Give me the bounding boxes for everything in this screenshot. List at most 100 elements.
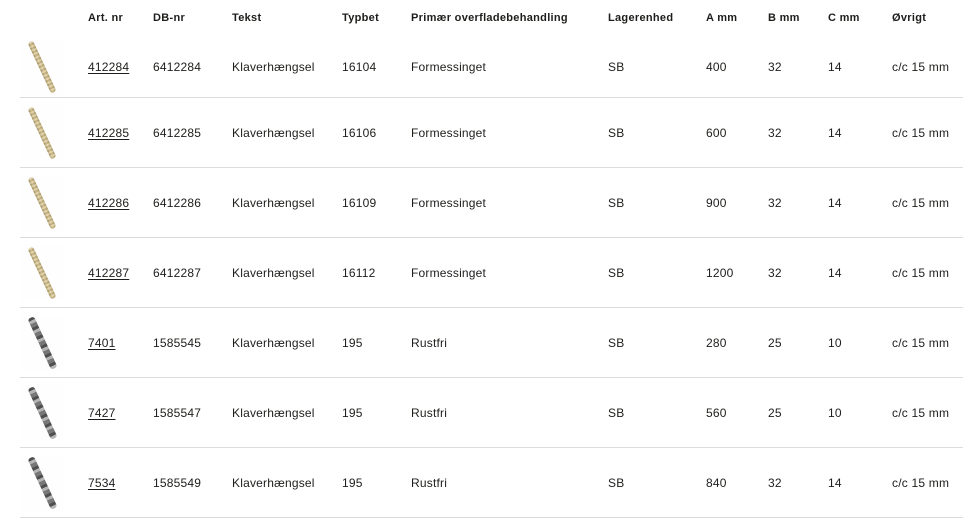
- b-mm-cell: 32: [768, 475, 782, 490]
- c-mm-cell: 14: [828, 195, 842, 210]
- product-thumbnail[interactable]: [20, 448, 88, 517]
- overflade-cell: Formessinget: [411, 265, 487, 280]
- piano-hinge-image: [27, 175, 57, 230]
- db-nr-cell: 6412287: [153, 265, 202, 280]
- product-thumbnail[interactable]: [20, 98, 88, 167]
- product-thumbnail[interactable]: [20, 378, 88, 447]
- product-thumbnail[interactable]: [20, 308, 88, 377]
- product-thumbnail[interactable]: [20, 238, 88, 307]
- overflade-cell: Rustfri: [411, 335, 448, 350]
- a-mm-cell: 840: [706, 475, 727, 490]
- ovrigt-cell: c/c 15 mm: [892, 335, 950, 350]
- b-mm-cell: 32: [768, 125, 782, 140]
- lagerenhed-cell: SB: [608, 59, 625, 74]
- ovrigt-cell: c/c 15 mm: [892, 475, 950, 490]
- db-nr-cell: 1585545: [153, 335, 202, 350]
- tekst-cell: Klaverhængsel: [232, 195, 315, 210]
- art-nr-link[interactable]: 7401: [88, 335, 116, 350]
- db-nr-cell: 6412286: [153, 195, 202, 210]
- typbet-cell: 195: [342, 405, 363, 420]
- a-mm-cell: 280: [706, 335, 727, 350]
- table-row: 7401 1585545 Klaverhængsel 195 Rustfri S…: [20, 308, 963, 378]
- product-table: Art. nr DB-nr Tekst Typbet Primær overfl…: [20, 0, 963, 518]
- art-nr-cell: 7427: [88, 406, 153, 420]
- table-row: 7534 1585549 Klaverhængsel 195 Rustfri S…: [20, 448, 963, 518]
- lagerenhed-cell: SB: [608, 125, 625, 140]
- piano-hinge-image: [27, 105, 57, 160]
- db-nr-cell: 6412284: [153, 59, 202, 74]
- table-row: 412286 6412286 Klaverhængsel 16109 Forme…: [20, 168, 963, 238]
- ovrigt-cell: c/c 15 mm: [892, 59, 950, 74]
- ovrigt-cell: c/c 15 mm: [892, 265, 950, 280]
- c-mm-cell: 14: [828, 125, 842, 140]
- typbet-cell: 16112: [342, 265, 376, 280]
- overflade-cell: Formessinget: [411, 59, 487, 74]
- typbet-cell: 195: [342, 335, 363, 350]
- art-nr-link[interactable]: 412284: [88, 59, 130, 74]
- product-image-frame: [20, 454, 64, 511]
- art-nr-cell: 412287: [88, 266, 153, 280]
- art-nr-link[interactable]: 412287: [88, 265, 130, 280]
- column-header-typbet: Typbet: [342, 12, 380, 24]
- column-header-db-nr: DB-nr: [153, 12, 186, 24]
- column-header-art-nr: Art. nr: [88, 12, 124, 24]
- product-image-frame: [20, 174, 64, 231]
- piano-hinge-image: [27, 245, 57, 300]
- typbet-cell: 195: [342, 475, 363, 490]
- table-row: 412285 6412285 Klaverhængsel 16106 Forme…: [20, 98, 963, 168]
- lagerenhed-cell: SB: [608, 335, 625, 350]
- b-mm-cell: 32: [768, 265, 782, 280]
- c-mm-cell: 14: [828, 265, 842, 280]
- piano-hinge-image: [26, 385, 58, 440]
- table-header-row: Art. nr DB-nr Tekst Typbet Primær overfl…: [20, 0, 963, 36]
- c-mm-cell: 14: [828, 59, 842, 74]
- a-mm-cell: 400: [706, 59, 727, 74]
- lagerenhed-cell: SB: [608, 265, 625, 280]
- tekst-cell: Klaverhængsel: [232, 335, 315, 350]
- overflade-cell: Rustfri: [411, 405, 448, 420]
- column-header-b-mm: B mm: [768, 12, 800, 24]
- art-nr-link[interactable]: 412286: [88, 195, 130, 210]
- art-nr-cell: 7534: [88, 476, 153, 490]
- product-image-frame: [20, 244, 64, 301]
- piano-hinge-image: [27, 39, 57, 94]
- product-image-frame: [20, 38, 64, 95]
- product-image-frame: [20, 104, 64, 161]
- product-image-frame: [20, 314, 64, 371]
- c-mm-cell: 14: [828, 475, 842, 490]
- column-header-overflade: Primær overfladebehandling: [411, 12, 568, 24]
- art-nr-link[interactable]: 7534: [88, 475, 116, 490]
- typbet-cell: 16106: [342, 125, 377, 140]
- b-mm-cell: 32: [768, 59, 782, 74]
- table-row: 7427 1585547 Klaverhængsel 195 Rustfri S…: [20, 378, 963, 448]
- column-header-tekst: Tekst: [232, 12, 262, 24]
- tekst-cell: Klaverhængsel: [232, 405, 315, 420]
- product-image-frame: [20, 384, 64, 441]
- overflade-cell: Formessinget: [411, 125, 487, 140]
- art-nr-cell: 412286: [88, 196, 153, 210]
- tekst-cell: Klaverhængsel: [232, 59, 315, 74]
- b-mm-cell: 32: [768, 195, 782, 210]
- art-nr-link[interactable]: 412285: [88, 125, 130, 140]
- typbet-cell: 16109: [342, 195, 377, 210]
- b-mm-cell: 25: [768, 405, 782, 420]
- tekst-cell: Klaverhængsel: [232, 475, 315, 490]
- art-nr-cell: 412284: [88, 60, 153, 74]
- typbet-cell: 16104: [342, 59, 377, 74]
- c-mm-cell: 10: [828, 405, 842, 420]
- column-header-lagerenhed: Lagerenhed: [608, 12, 674, 24]
- c-mm-cell: 10: [828, 335, 842, 350]
- b-mm-cell: 25: [768, 335, 782, 350]
- table-body: 412284 6412284 Klaverhængsel 16104 Forme…: [20, 36, 963, 518]
- lagerenhed-cell: SB: [608, 405, 625, 420]
- ovrigt-cell: c/c 15 mm: [892, 195, 950, 210]
- art-nr-cell: 412285: [88, 126, 153, 140]
- db-nr-cell: 6412285: [153, 125, 202, 140]
- a-mm-cell: 600: [706, 125, 727, 140]
- product-thumbnail[interactable]: [20, 168, 88, 237]
- product-thumbnail[interactable]: [20, 36, 88, 97]
- column-header-a-mm: A mm: [706, 12, 738, 24]
- overflade-cell: Formessinget: [411, 195, 487, 210]
- art-nr-link[interactable]: 7427: [88, 405, 116, 420]
- tekst-cell: Klaverhængsel: [232, 265, 315, 280]
